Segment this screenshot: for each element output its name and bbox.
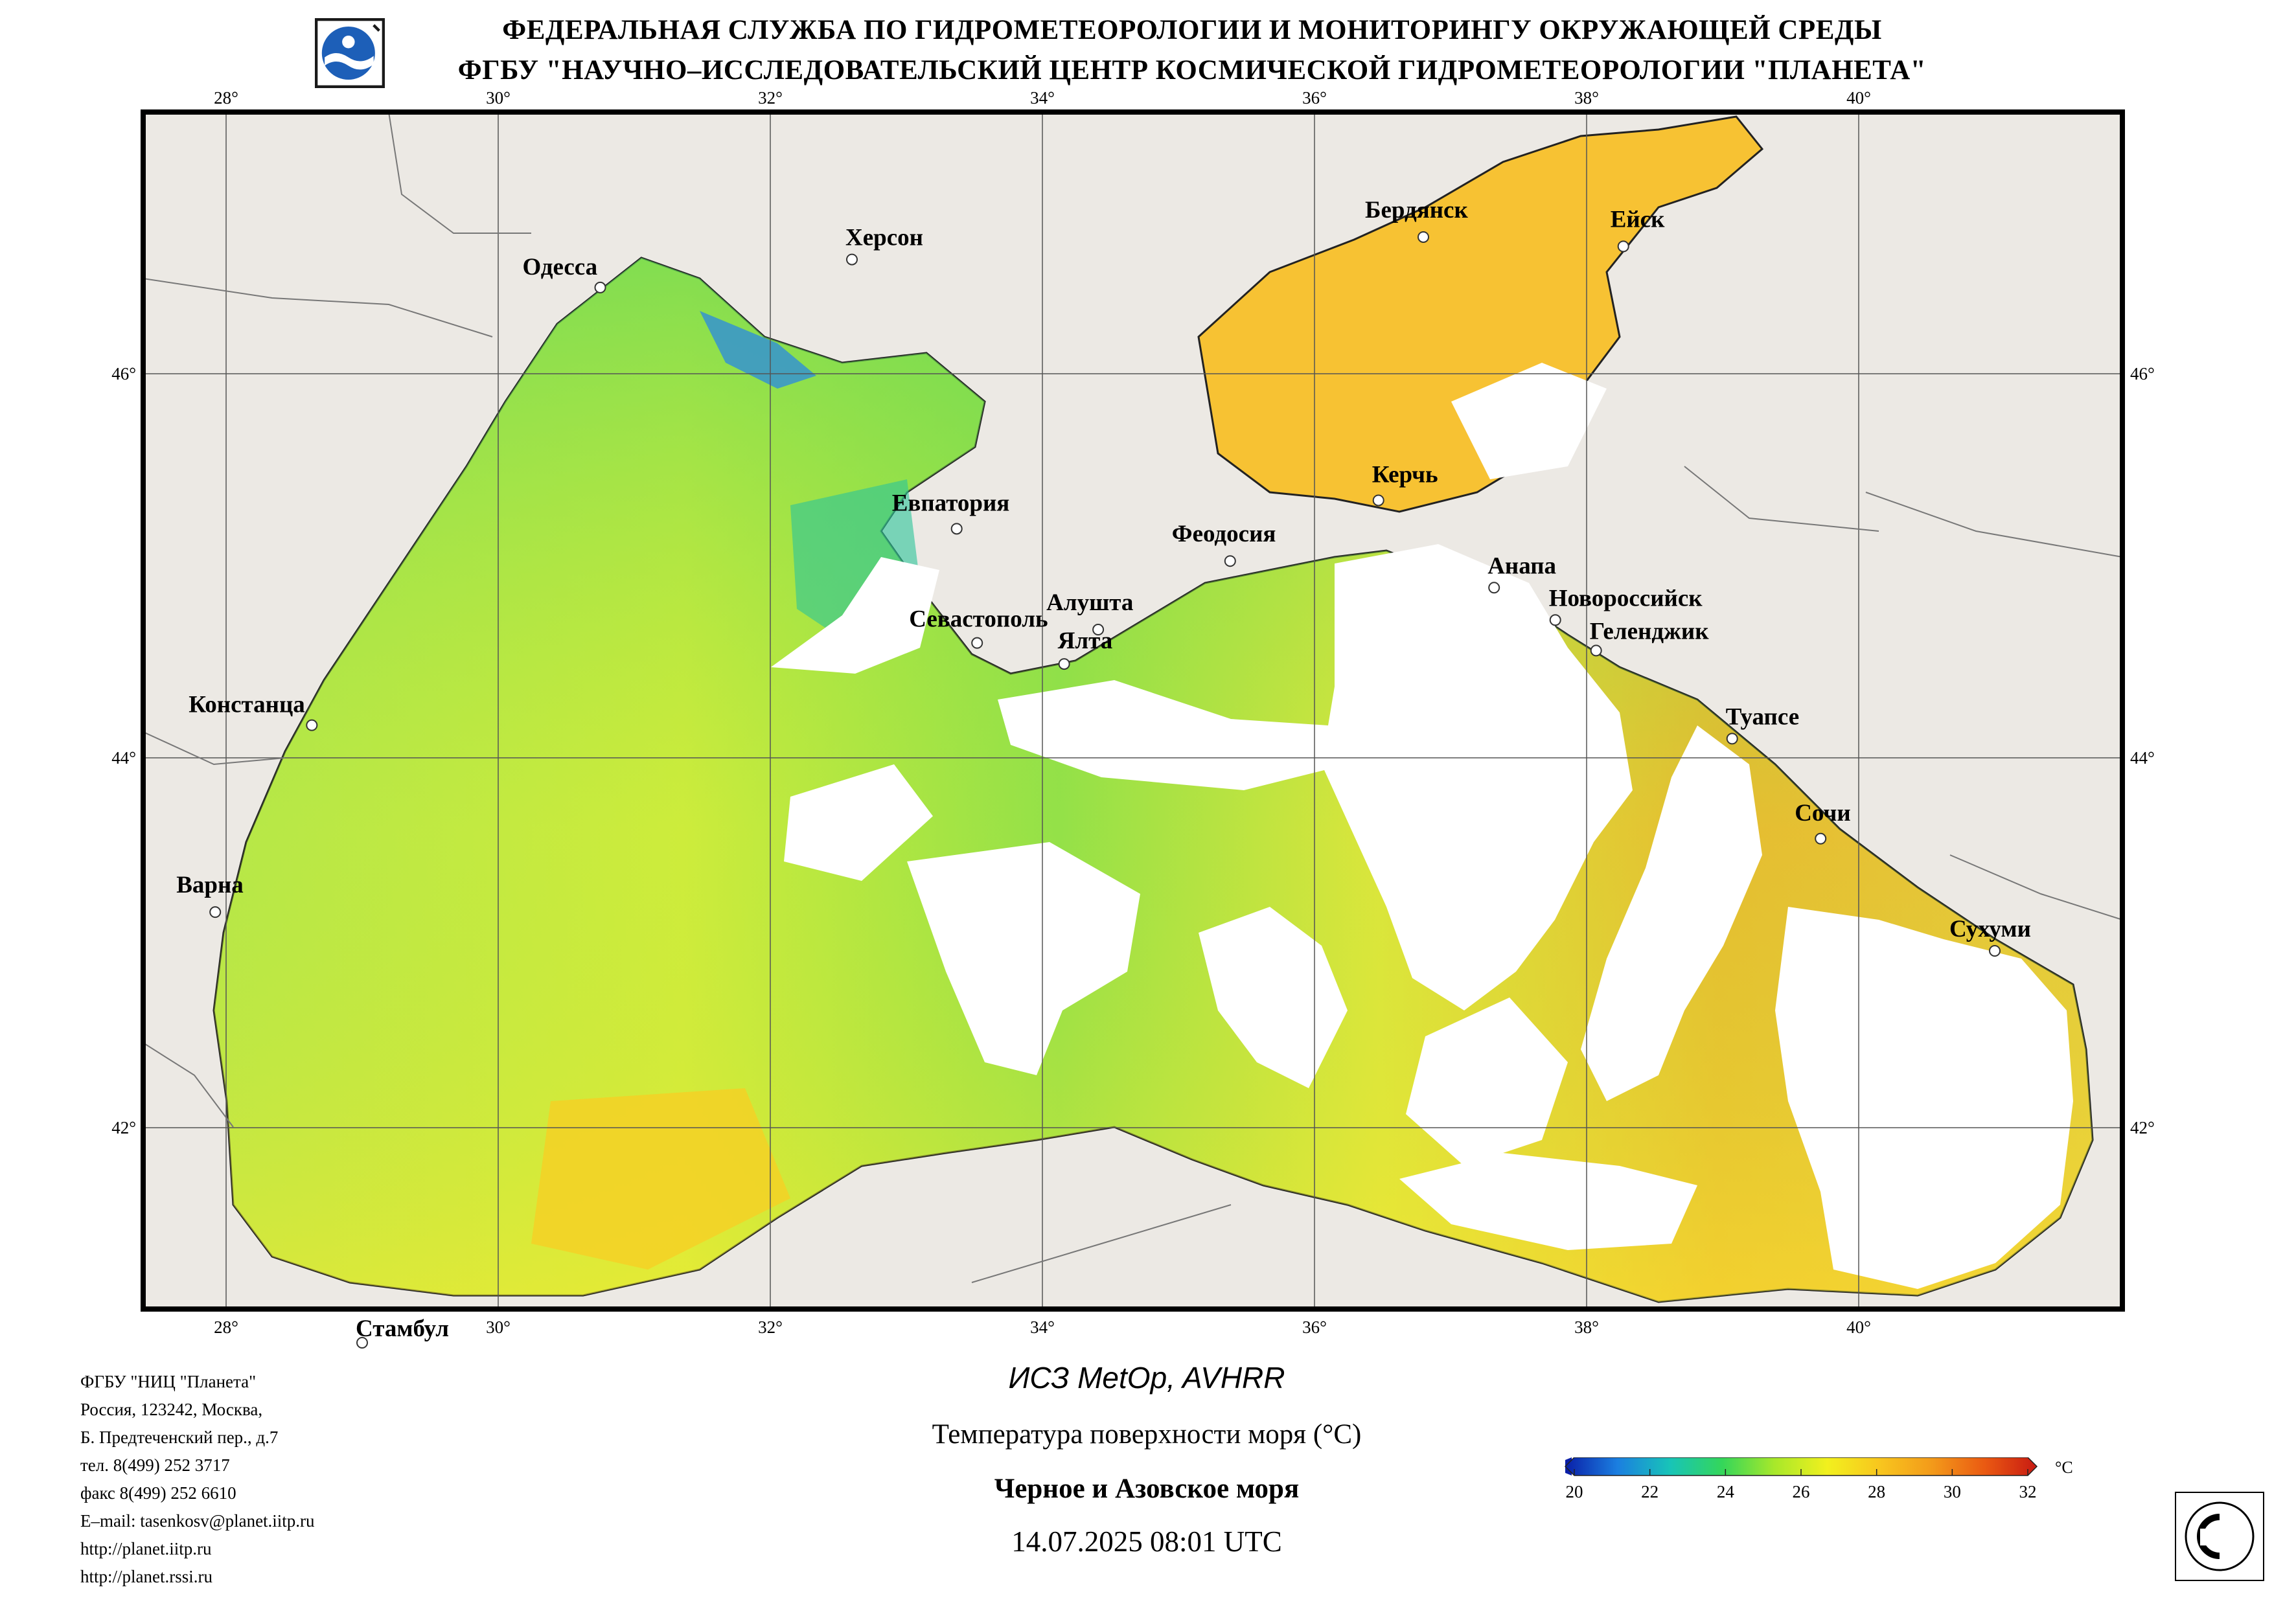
city-marker — [1549, 614, 1561, 626]
lon-tick-top: 36° — [1302, 88, 1327, 108]
lon-tick-top: 28° — [214, 88, 238, 108]
colorbar-tick-label: 24 — [1717, 1482, 1735, 1501]
lon-tick-top: 38° — [1574, 88, 1599, 108]
header-line-2: ФГБУ "НАУЧНО–ИССЛЕДОВАТЕЛЬСКИЙ ЦЕНТР КОС… — [457, 55, 1927, 85]
lat-tick-left: 42° — [111, 1118, 136, 1137]
org-name: ФГБУ "НИЦ "Планета" — [80, 1372, 257, 1391]
org-address-line-2: Б. Предтеченский пер., д.7 — [80, 1428, 279, 1447]
colorbar-tick-label: 30 — [1944, 1482, 1961, 1501]
city-label: Сухуми — [1949, 916, 2031, 942]
city-marker — [846, 253, 858, 266]
parameter-caption: Температура поверхности моря (°C) — [932, 1419, 1362, 1450]
region-caption: Черное и Азовское моря — [994, 1474, 1300, 1504]
org-address-line-1: Россия, 123242, Москва, — [80, 1400, 263, 1419]
iso-certification-icon — [2175, 1492, 2264, 1581]
city-label: Херсон — [845, 225, 923, 251]
city-label: Новороссийск — [1549, 585, 1703, 611]
lon-tick-bottom: 32° — [758, 1317, 783, 1337]
city-label: Стамбул — [356, 1316, 449, 1342]
lon-tick-top: 40° — [1846, 88, 1871, 108]
city-marker — [1224, 555, 1236, 567]
city-marker — [1058, 658, 1070, 670]
city-label: Сочи — [1795, 800, 1850, 826]
lon-tick-bottom: 36° — [1302, 1317, 1327, 1337]
city-label: Севастополь — [909, 606, 1048, 633]
lon-tick-top: 34° — [1030, 88, 1055, 108]
header-line-1: ФЕДЕРАЛЬНАЯ СЛУЖБА ПО ГИДРОМЕТЕОРОЛОГИИ … — [502, 15, 1882, 45]
city-label: Констанца — [189, 692, 305, 718]
city-marker — [1488, 582, 1500, 594]
city-label: Алушта — [1046, 589, 1133, 616]
satellite-caption: ИСЗ MetOp, AVHRR — [1008, 1361, 1285, 1395]
lon-tick-bottom: 28° — [214, 1317, 238, 1337]
lat-tick-left: 46° — [111, 364, 136, 383]
city-marker — [1815, 832, 1827, 845]
planeta-logo-icon — [315, 18, 385, 88]
city-marker — [1372, 494, 1384, 507]
city-label: Анапа — [1487, 553, 1556, 579]
colorbar-tick-label: 28 — [1868, 1482, 1885, 1501]
org-phone: тел. 8(499) 252 3717 — [80, 1455, 230, 1475]
lon-tick-bottom: 34° — [1030, 1317, 1055, 1337]
city-marker — [1590, 644, 1602, 657]
lat-tick-right: 44° — [2130, 748, 2155, 768]
city-marker — [356, 1337, 368, 1349]
lat-tick-right: 46° — [2130, 364, 2155, 383]
lon-tick-top: 30° — [486, 88, 511, 108]
cloud-mask — [771, 544, 2073, 1289]
colorbar-tick-label: 22 — [1641, 1482, 1659, 1501]
temperature-colorbar: 20 22 24 26 28 30 32 °C — [1564, 1457, 2073, 1501]
city-marker — [594, 281, 606, 293]
city-label: Евпатория — [892, 490, 1010, 516]
graticule — [143, 112, 2122, 1309]
org-url-2: http://planet.rssi.ru — [80, 1567, 212, 1586]
city-marker — [209, 906, 222, 918]
colorbar-tick-label: 20 — [1566, 1482, 1583, 1501]
lat-tick-left: 44° — [111, 748, 136, 768]
city-marker — [971, 637, 983, 649]
colorbar-tick-label: 32 — [2019, 1482, 2037, 1501]
city-marker — [1418, 231, 1429, 243]
organization-info: ФГБУ "НИЦ "Планета" Россия, 123242, Моск… — [80, 1368, 315, 1591]
colorbar-unit: °C — [2055, 1458, 2073, 1477]
datetime-caption: 14.07.2025 08:01 UTC — [1011, 1525, 1282, 1558]
city-marker — [1617, 240, 1629, 253]
city-label: Бердянск — [1365, 197, 1468, 223]
lat-tick-right: 42° — [2130, 1118, 2155, 1137]
city-marker — [306, 719, 318, 731]
city-marker — [1989, 945, 2001, 957]
org-fax: факс 8(499) 252 6610 — [80, 1483, 236, 1503]
colorbar-tick-label: 26 — [1793, 1482, 1810, 1501]
city-marker — [1092, 624, 1105, 636]
org-url-1: http://planet.iitp.ru — [80, 1539, 212, 1558]
city-label: Одесса — [523, 254, 598, 280]
lon-tick-bottom: 30° — [486, 1317, 511, 1337]
lon-tick-bottom: 40° — [1846, 1317, 1871, 1337]
city-marker — [1726, 733, 1738, 745]
city-label: Ялта — [1058, 628, 1113, 654]
lon-tick-top: 32° — [758, 88, 783, 108]
city-label: Варна — [176, 872, 244, 898]
city-label: Феодосия — [1172, 521, 1276, 547]
city-label: Ейск — [1611, 206, 1665, 233]
city-marker — [950, 523, 963, 535]
org-email: E–mail: tasenkosv@planet.iitp.ru — [80, 1511, 315, 1531]
sea-of-azov — [1197, 115, 1764, 513]
city-label: Туапсе — [1726, 703, 1799, 730]
city-label: Геленджик — [1590, 618, 1710, 644]
city-label: Керчь — [1372, 461, 1438, 488]
lon-tick-bottom: 38° — [1574, 1317, 1599, 1337]
